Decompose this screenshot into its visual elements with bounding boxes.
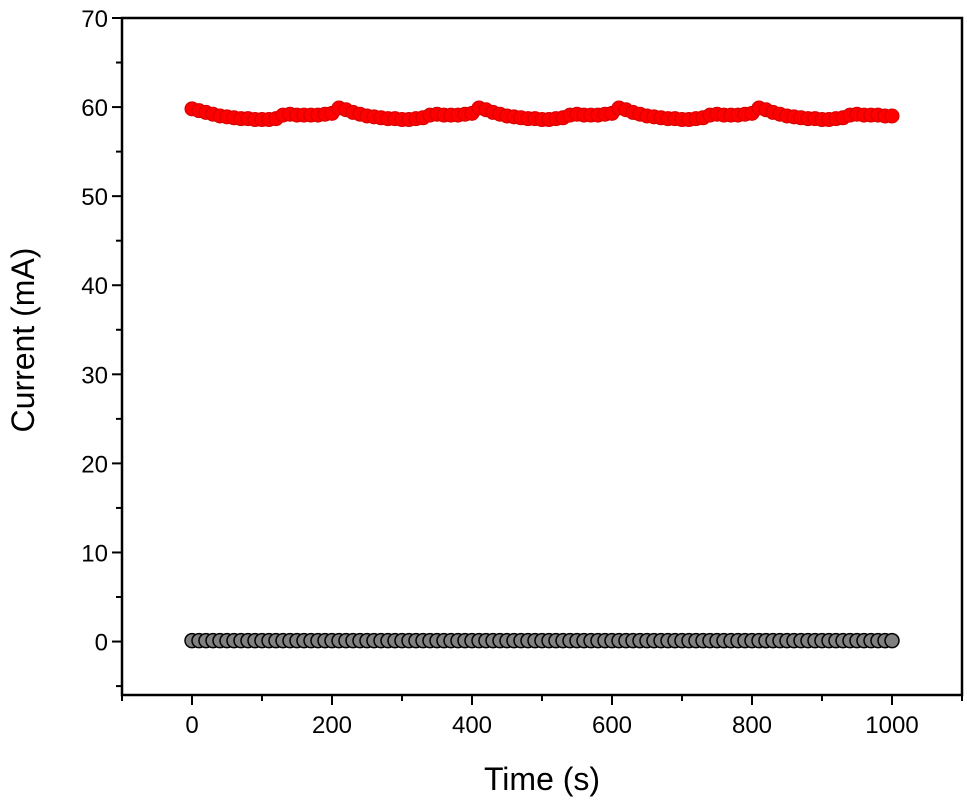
tick-labels: 0 200 400 600 800 1000 0 10 20 30 40 50 60 70 xyxy=(81,6,918,739)
x-tick-label: 0 xyxy=(185,712,198,739)
data-point xyxy=(884,108,900,124)
y-tick-label: 20 xyxy=(81,451,108,478)
x-tick-label: 600 xyxy=(592,712,632,739)
x-tick-label: 1000 xyxy=(865,712,918,739)
x-axis-title: Time (s) xyxy=(484,761,600,797)
x-tick-label: 200 xyxy=(312,712,352,739)
y-tick-label: 30 xyxy=(81,362,108,389)
y-tick-label: 60 xyxy=(81,95,108,122)
series-layer xyxy=(184,100,900,649)
series-0 xyxy=(184,100,900,128)
plot-frame xyxy=(120,16,964,697)
x-tick-label: 800 xyxy=(732,712,772,739)
y-tick-label: 70 xyxy=(81,6,108,33)
x-tick-label: 400 xyxy=(452,712,492,739)
y-tick-label: 40 xyxy=(81,273,108,300)
y-tick-label: 10 xyxy=(81,540,108,567)
y-tick-label: 0 xyxy=(95,630,108,657)
y-tick-label: 50 xyxy=(81,184,108,211)
series-1 xyxy=(184,632,900,649)
data-point xyxy=(884,632,900,649)
y-axis-title: Current (mA) xyxy=(5,248,41,433)
